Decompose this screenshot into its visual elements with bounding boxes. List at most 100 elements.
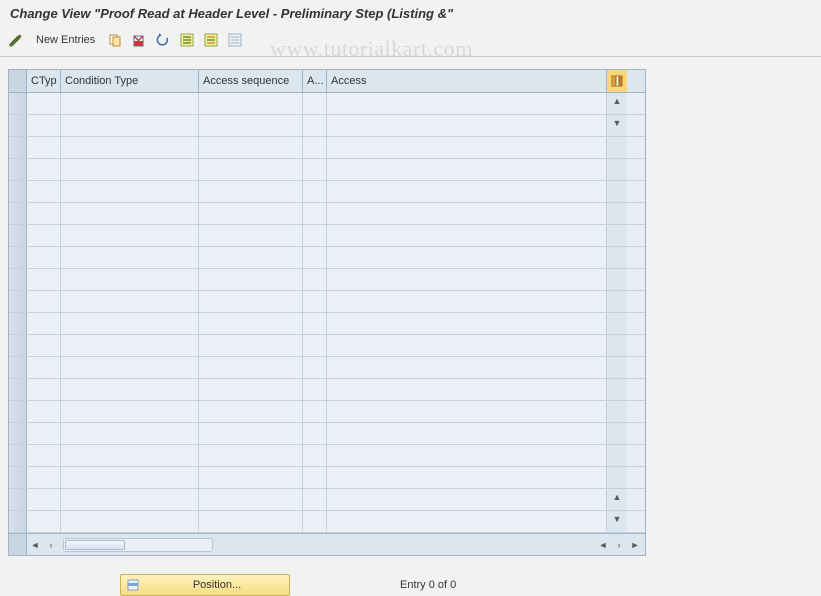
cell-access[interactable]: [327, 203, 607, 224]
table-row[interactable]: [9, 137, 645, 159]
scroll-right-icon[interactable]: ◄: [595, 537, 611, 553]
cell-ctyp[interactable]: [27, 159, 61, 180]
table-row[interactable]: [9, 445, 645, 467]
table-row[interactable]: [9, 269, 645, 291]
cell-a[interactable]: [303, 489, 327, 510]
cell-access[interactable]: [327, 291, 607, 312]
cell-access-sequence[interactable]: [199, 203, 303, 224]
cell-a[interactable]: [303, 159, 327, 180]
scroll-down-icon[interactable]: ▼: [608, 115, 626, 131]
cell-access[interactable]: [327, 115, 607, 136]
cell-condition-type[interactable]: [61, 203, 199, 224]
cell-access-sequence[interactable]: [199, 379, 303, 400]
cell-access-sequence[interactable]: [199, 291, 303, 312]
cell-condition-type[interactable]: [61, 467, 199, 488]
table-row[interactable]: [9, 357, 645, 379]
cell-condition-type[interactable]: [61, 137, 199, 158]
cell-access[interactable]: [327, 401, 607, 422]
column-header-access[interactable]: Access: [327, 70, 607, 92]
cell-ctyp[interactable]: [27, 247, 61, 268]
scroll-down-bottom-icon[interactable]: ▼: [608, 511, 626, 527]
row-selector[interactable]: [9, 445, 27, 466]
cell-ctyp[interactable]: [27, 445, 61, 466]
cell-condition-type[interactable]: [61, 159, 199, 180]
cell-a[interactable]: [303, 423, 327, 444]
cell-a[interactable]: [303, 401, 327, 422]
row-selector[interactable]: [9, 379, 27, 400]
table-settings-icon[interactable]: [607, 70, 627, 92]
row-selector[interactable]: [9, 115, 27, 136]
cell-access[interactable]: [327, 423, 607, 444]
row-selector[interactable]: [9, 291, 27, 312]
row-selector[interactable]: [9, 247, 27, 268]
row-selector[interactable]: [9, 511, 27, 532]
cell-condition-type[interactable]: [61, 115, 199, 136]
cell-ctyp[interactable]: [27, 291, 61, 312]
table-row[interactable]: ▼: [9, 511, 645, 533]
cell-access-sequence[interactable]: [199, 225, 303, 246]
table-row[interactable]: [9, 423, 645, 445]
cell-ctyp[interactable]: [27, 467, 61, 488]
cell-a[interactable]: [303, 357, 327, 378]
cell-ctyp[interactable]: [27, 511, 61, 532]
cell-a[interactable]: [303, 247, 327, 268]
cell-access[interactable]: [327, 445, 607, 466]
cell-access-sequence[interactable]: [199, 181, 303, 202]
cell-access[interactable]: [327, 225, 607, 246]
table-row[interactable]: [9, 203, 645, 225]
cell-condition-type[interactable]: [61, 401, 199, 422]
row-selector[interactable]: [9, 181, 27, 202]
cell-condition-type[interactable]: [61, 357, 199, 378]
cell-condition-type[interactable]: [61, 247, 199, 268]
scroll-up-bottom-icon[interactable]: ▲: [608, 489, 626, 505]
row-selector[interactable]: [9, 313, 27, 334]
column-header-access-sequence[interactable]: Access sequence: [199, 70, 303, 92]
cell-access-sequence[interactable]: [199, 445, 303, 466]
table-row[interactable]: ▲: [9, 489, 645, 511]
cell-access[interactable]: [327, 511, 607, 532]
cell-access-sequence[interactable]: [199, 511, 303, 532]
cell-condition-type[interactable]: [61, 225, 199, 246]
cell-condition-type[interactable]: [61, 313, 199, 334]
select-all-icon[interactable]: [177, 30, 197, 50]
cell-access-sequence[interactable]: [199, 269, 303, 290]
cell-access-sequence[interactable]: [199, 401, 303, 422]
table-row[interactable]: [9, 159, 645, 181]
row-selector[interactable]: [9, 203, 27, 224]
cell-a[interactable]: [303, 313, 327, 334]
cell-a[interactable]: [303, 445, 327, 466]
new-entries-button[interactable]: New Entries: [30, 30, 101, 50]
table-row[interactable]: [9, 247, 645, 269]
cell-ctyp[interactable]: [27, 423, 61, 444]
table-row[interactable]: [9, 291, 645, 313]
position-button[interactable]: Position...: [120, 574, 290, 596]
table-row[interactable]: [9, 225, 645, 247]
cell-access[interactable]: [327, 247, 607, 268]
cell-ctyp[interactable]: [27, 93, 61, 114]
scroll-first-icon[interactable]: ◄: [27, 537, 43, 553]
table-row[interactable]: [9, 379, 645, 401]
cell-a[interactable]: [303, 203, 327, 224]
scroll-last-icon[interactable]: ›: [611, 537, 627, 553]
cell-a[interactable]: [303, 269, 327, 290]
row-selector[interactable]: [9, 423, 27, 444]
toggle-display-change-icon[interactable]: [6, 30, 26, 50]
cell-access[interactable]: [327, 467, 607, 488]
cell-ctyp[interactable]: [27, 379, 61, 400]
select-block-icon[interactable]: [201, 30, 221, 50]
row-selector[interactable]: [9, 401, 27, 422]
cell-ctyp[interactable]: [27, 137, 61, 158]
cell-access-sequence[interactable]: [199, 159, 303, 180]
cell-a[interactable]: [303, 467, 327, 488]
row-selector[interactable]: [9, 93, 27, 114]
cell-access-sequence[interactable]: [199, 313, 303, 334]
row-selector[interactable]: [9, 225, 27, 246]
cell-condition-type[interactable]: [61, 291, 199, 312]
cell-access-sequence[interactable]: [199, 335, 303, 356]
cell-access[interactable]: [327, 159, 607, 180]
cell-ctyp[interactable]: [27, 489, 61, 510]
cell-a[interactable]: [303, 335, 327, 356]
cell-access[interactable]: [327, 181, 607, 202]
cell-a[interactable]: [303, 511, 327, 532]
cell-condition-type[interactable]: [61, 269, 199, 290]
